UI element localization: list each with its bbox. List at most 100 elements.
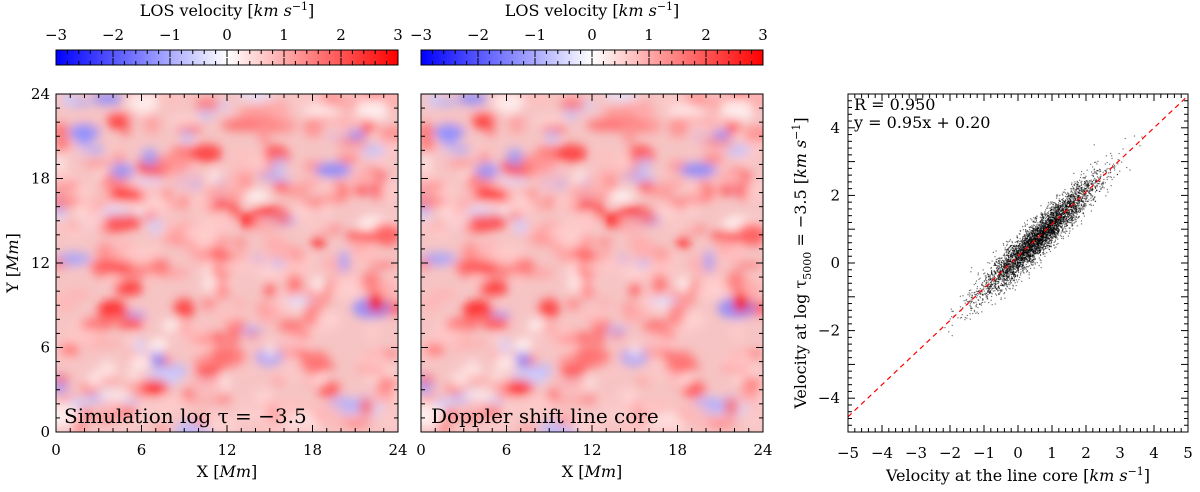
scatter-point [1029,230,1031,232]
scatter-point [1009,270,1011,272]
scatter-point [1057,203,1059,206]
map-1-cell [228,202,241,219]
scatter-point [951,324,953,327]
scatter-point [1084,194,1086,196]
map-2-cell [552,378,589,392]
map-1-cell [236,369,259,377]
map-2-cell [421,168,439,185]
scatter-point [1046,221,1048,223]
scatter-point [1041,225,1044,227]
scatter-point [998,293,1000,295]
scatter-point [1061,237,1063,239]
scatter-point [1030,234,1032,236]
scatter-point [1020,245,1023,247]
scatter-point [1004,284,1006,286]
scatter-point [1093,168,1096,170]
scatter-point [1046,230,1048,232]
map-2-cell [544,185,557,195]
scatter-point [1019,260,1021,262]
scatter-point [1047,224,1049,226]
scatter-point [1008,247,1010,249]
scatter-point [1047,228,1049,231]
scatter-point [1022,245,1025,247]
scatter-point [1072,224,1074,227]
scatter-point [1062,206,1064,209]
scatter-point [1031,239,1034,241]
scatter-point [1013,251,1015,253]
scatter-point [1057,194,1059,196]
scatter-point [1077,196,1079,198]
map-2-cell [462,299,494,321]
scatter-point [1069,213,1071,215]
map-2-cell [494,355,516,371]
scatter-point [1080,189,1082,191]
scatter-point [1083,201,1085,204]
scatter-point [1047,207,1049,209]
scatter-point [1081,209,1084,211]
scatter-point [1012,254,1014,256]
scatter-point [1044,246,1047,248]
scatter-point [1049,216,1051,218]
map-2-cell [624,135,635,143]
map-1-ytick-label: 18 [31,170,50,188]
scatter-point [1008,264,1011,266]
scatter-point [979,288,981,290]
scatter-point [1018,276,1021,279]
scatter-point [1011,268,1013,270]
scatter-point [1029,254,1031,256]
scatter-point [1063,203,1065,205]
scatter-point [1001,290,1003,292]
scatter-point [1042,251,1045,253]
scatter-point [1003,264,1005,266]
scatter-point [1016,274,1019,276]
scatter-point [1012,284,1014,286]
scatter-point [1060,204,1062,207]
map-1-cell [148,217,163,235]
scatter-point [1031,235,1034,237]
scatter-point [1005,287,1007,290]
map-1-cell [379,179,398,203]
scatter-point [1075,193,1077,196]
scatter-point [1036,225,1039,227]
scatter-point [1093,169,1095,171]
scatter-point [1051,206,1053,208]
scatter-point [1065,216,1068,218]
scatter-point [1101,182,1103,185]
map-2-cell [510,195,534,218]
scatter-point [1067,192,1069,195]
scatter-point [1029,258,1031,260]
scatter-point [1080,193,1083,195]
map-1-cell [245,116,283,134]
scatter-point [1042,252,1045,254]
scatter-point [1035,220,1038,222]
scatter-point [1084,203,1086,205]
scatter-point [1037,223,1039,226]
scatter-point [1035,246,1037,248]
scatter-point [1024,241,1027,243]
map-2-cell [458,413,493,421]
scatter-point [1021,247,1023,249]
scatter-point [1047,223,1049,225]
map-1-cell [228,327,240,348]
scatter-point [971,267,973,269]
scatter-point [1056,224,1058,226]
scatter-point [973,283,975,286]
scatter-point [1029,233,1031,236]
scatter-point [1056,225,1058,228]
scatter-point [1083,190,1085,192]
scatter-point [1058,221,1060,223]
scatter-point [1021,257,1023,259]
map-2-cell [533,115,567,128]
scatter-point [1061,201,1063,204]
scatter-point [1015,253,1018,255]
scatter-point [1071,214,1073,216]
scatter-point [1065,206,1067,208]
scatter-point [1068,210,1070,212]
scatter-point [1035,232,1037,234]
scatter-point [1076,205,1078,207]
map-1-cell [328,186,339,196]
scatter-point [1076,225,1078,227]
scatter-point [1034,231,1036,233]
scatter-point [1042,216,1044,218]
scatter-point [1022,247,1025,249]
